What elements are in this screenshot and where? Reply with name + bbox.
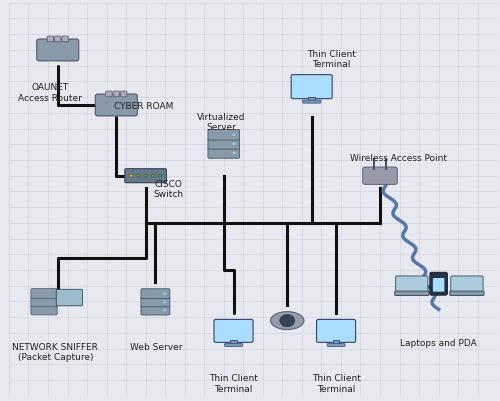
FancyBboxPatch shape (316, 320, 356, 342)
Circle shape (163, 301, 166, 303)
FancyBboxPatch shape (291, 75, 332, 99)
FancyBboxPatch shape (106, 91, 112, 97)
FancyBboxPatch shape (208, 148, 240, 158)
Text: Web Server: Web Server (130, 343, 182, 352)
Text: CYBER ROAM: CYBER ROAM (114, 102, 173, 111)
Circle shape (232, 152, 235, 154)
FancyBboxPatch shape (308, 97, 315, 102)
FancyBboxPatch shape (56, 289, 82, 306)
FancyBboxPatch shape (36, 39, 78, 61)
FancyBboxPatch shape (230, 340, 236, 345)
Text: Laptops and PDA: Laptops and PDA (400, 339, 477, 348)
Circle shape (163, 309, 166, 311)
FancyBboxPatch shape (31, 297, 57, 307)
Circle shape (130, 174, 132, 177)
FancyBboxPatch shape (47, 36, 54, 42)
FancyBboxPatch shape (214, 320, 253, 342)
Circle shape (163, 292, 166, 295)
FancyBboxPatch shape (141, 289, 170, 299)
FancyBboxPatch shape (208, 130, 240, 140)
FancyBboxPatch shape (282, 320, 292, 326)
FancyBboxPatch shape (394, 291, 429, 296)
Circle shape (158, 174, 162, 177)
FancyBboxPatch shape (62, 36, 68, 42)
Text: OAUNET
Access Router: OAUNET Access Router (18, 83, 82, 103)
FancyBboxPatch shape (451, 276, 483, 294)
FancyBboxPatch shape (54, 36, 61, 42)
FancyBboxPatch shape (125, 169, 166, 183)
Text: Virtualized
Server: Virtualized Server (197, 113, 246, 132)
Circle shape (152, 174, 154, 177)
FancyBboxPatch shape (208, 139, 240, 149)
FancyBboxPatch shape (113, 91, 119, 97)
Ellipse shape (270, 312, 304, 330)
FancyBboxPatch shape (141, 305, 170, 315)
Circle shape (144, 174, 147, 177)
Circle shape (232, 142, 235, 145)
FancyBboxPatch shape (31, 305, 57, 315)
FancyBboxPatch shape (362, 167, 398, 184)
FancyBboxPatch shape (141, 297, 170, 307)
FancyBboxPatch shape (327, 344, 345, 346)
Text: CISCO
Switch: CISCO Switch (154, 180, 184, 199)
FancyBboxPatch shape (302, 100, 321, 103)
FancyBboxPatch shape (31, 289, 57, 299)
FancyBboxPatch shape (96, 94, 138, 116)
FancyBboxPatch shape (333, 340, 339, 345)
Text: Wireless Access Point: Wireless Access Point (350, 154, 447, 163)
Circle shape (280, 315, 294, 326)
FancyBboxPatch shape (120, 91, 127, 97)
Text: NETWORK SNIFFER
(Packet Capture): NETWORK SNIFFER (Packet Capture) (12, 343, 98, 362)
FancyBboxPatch shape (450, 291, 484, 296)
FancyBboxPatch shape (430, 272, 448, 295)
Text: Thin Client
Terminal: Thin Client Terminal (209, 374, 258, 394)
FancyBboxPatch shape (433, 278, 444, 292)
FancyBboxPatch shape (224, 344, 242, 346)
Text: Thin Client
Terminal: Thin Client Terminal (312, 374, 360, 394)
Circle shape (232, 134, 235, 136)
Text: Thin Client
Terminal: Thin Client Terminal (307, 50, 356, 69)
FancyBboxPatch shape (396, 276, 428, 294)
Circle shape (137, 174, 140, 177)
